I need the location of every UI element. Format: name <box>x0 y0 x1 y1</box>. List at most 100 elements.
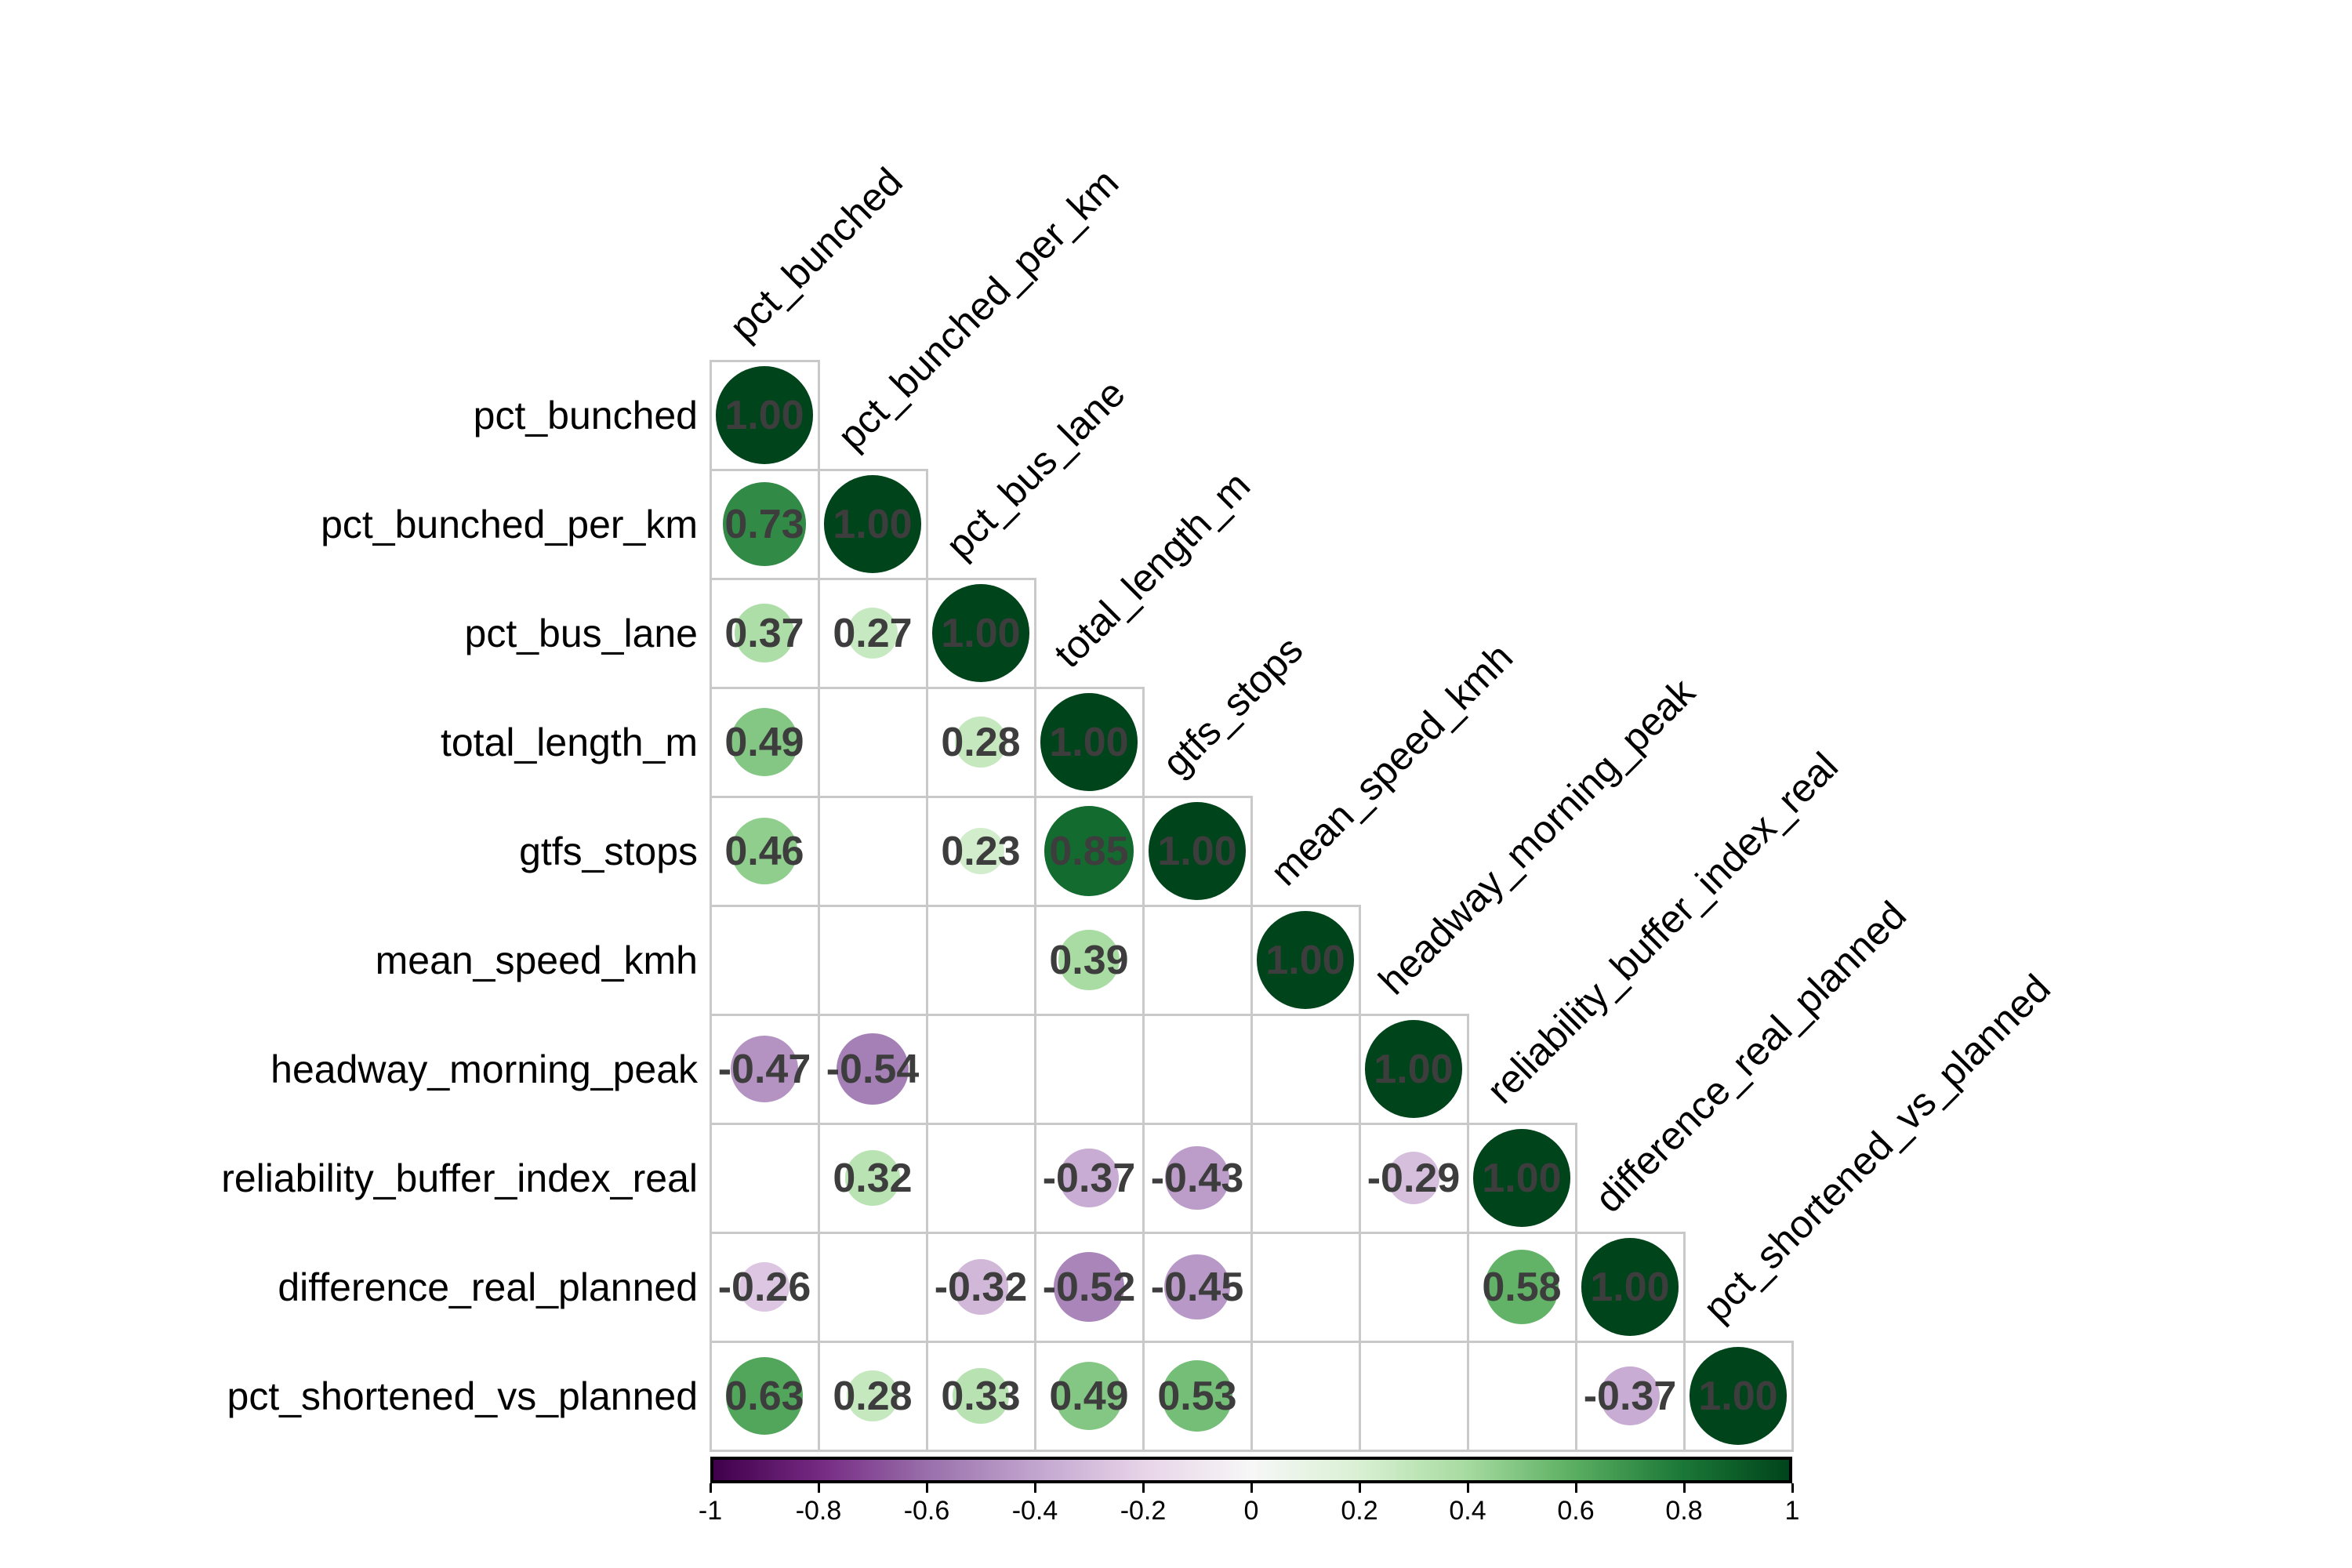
correlation-value: 0.23 <box>941 828 1021 874</box>
correlation-circle <box>1165 1145 1229 1210</box>
column-label: reliability_buffer_index_real <box>1478 743 1847 1112</box>
colorbar-tick-label: 0 <box>1243 1496 1259 1526</box>
correlation-value: 1.00 <box>1049 719 1129 765</box>
correlation-value: 1.00 <box>941 610 1021 656</box>
colorbar-tick <box>1791 1483 1794 1493</box>
matrix-gridline-horizontal <box>709 359 820 362</box>
row-label: difference_real_planned <box>278 1265 698 1309</box>
correlation-value: -0.37 <box>1042 1155 1136 1201</box>
correlation-value: 1.00 <box>1590 1264 1670 1310</box>
correlation-value: 1.00 <box>1374 1046 1454 1092</box>
correlation-value: 1.00 <box>1157 828 1237 874</box>
colorbar-gradient <box>710 1457 1792 1483</box>
row-label: headway_morning_peak <box>270 1047 698 1091</box>
correlation-circle <box>1364 1020 1463 1118</box>
colorbar-tick-label: -0.2 <box>1120 1496 1167 1526</box>
correlation-value: -0.29 <box>1367 1155 1461 1201</box>
correlation-circle <box>847 608 898 659</box>
correlation-circle <box>931 584 1030 682</box>
correlation-value: 0.28 <box>833 1373 913 1419</box>
matrix-gridline-vertical <box>1574 1122 1577 1452</box>
correlation-circle <box>1054 1362 1123 1430</box>
row-label: reliability_buffer_index_real <box>221 1156 698 1200</box>
matrix-gridline-vertical <box>1142 686 1145 1452</box>
colorbar-tick <box>1142 1483 1145 1493</box>
colorbar-tick-label: -0.4 <box>1011 1496 1058 1526</box>
column-label: pct_bunched <box>720 159 911 350</box>
correlation-circle <box>823 475 922 573</box>
colorbar-tick-label: 0.2 <box>1341 1496 1378 1526</box>
matrix-gridline-horizontal <box>709 795 1253 798</box>
matrix-gridline-horizontal <box>709 1013 1469 1016</box>
colorbar-tick <box>1033 1483 1036 1493</box>
correlation-circle <box>1148 802 1247 900</box>
colorbar-tick-label: 0.8 <box>1665 1496 1703 1526</box>
correlation-value: 1.00 <box>724 392 804 438</box>
correlation-circle <box>725 1357 804 1435</box>
correlation-value: -0.26 <box>717 1264 811 1310</box>
row-label: pct_bus_lane <box>464 611 698 655</box>
correlation-circle <box>1484 1250 1559 1324</box>
correlation-circle <box>715 366 814 464</box>
correlation-circle <box>1044 806 1134 896</box>
correlation-circle <box>837 1033 909 1105</box>
correlation-circle <box>739 1261 789 1312</box>
matrix-gridline-vertical <box>817 359 820 1452</box>
correlation-circle <box>1387 1152 1440 1204</box>
matrix-gridline-vertical <box>1791 1340 1794 1452</box>
correlation-value: -0.47 <box>717 1046 811 1092</box>
colorbar-tick <box>925 1483 928 1493</box>
correlation-value: -0.43 <box>1150 1155 1244 1201</box>
correlation-value: 1.00 <box>1698 1373 1778 1419</box>
colorbar-tick-label: -0.6 <box>903 1496 950 1526</box>
correlation-circle <box>1581 1238 1679 1336</box>
correlation-value: 0.27 <box>833 610 913 656</box>
row-label: pct_bunched_per_km <box>321 502 698 546</box>
correlation-value: -0.37 <box>1583 1373 1677 1419</box>
matrix-gridline-vertical <box>1358 904 1361 1452</box>
matrix-gridline-horizontal <box>709 577 1036 580</box>
correlation-circle <box>731 1035 798 1103</box>
matrix-gridline-vertical <box>709 359 712 1452</box>
colorbar-tick-label: 0.6 <box>1557 1496 1595 1526</box>
matrix-gridline-vertical <box>925 468 928 1452</box>
row-label: pct_shortened_vs_planned <box>227 1374 698 1418</box>
colorbar-tick <box>1250 1483 1253 1493</box>
correlation-value: 0.85 <box>1049 828 1129 874</box>
correlation-circle <box>1256 911 1355 1009</box>
correlation-circle <box>731 818 798 884</box>
correlation-circle <box>1472 1129 1571 1227</box>
correlation-circle <box>1689 1347 1788 1445</box>
colorbar-tick <box>1466 1483 1469 1493</box>
correlation-circle <box>722 482 807 566</box>
correlation-circle <box>1164 1254 1230 1320</box>
correlation-circle <box>1040 693 1138 791</box>
correlation-value: 1.00 <box>1265 937 1345 983</box>
matrix-gridline-horizontal <box>709 1231 1686 1234</box>
correlation-value: 1.00 <box>833 501 913 547</box>
matrix-gridline-vertical <box>1033 577 1036 1452</box>
column-label: pct_bus_lane <box>937 371 1134 568</box>
colorbar-tick <box>1358 1483 1361 1493</box>
row-label: total_length_m <box>440 720 698 764</box>
colorbar-tick <box>709 1483 712 1493</box>
correlation-value: 0.63 <box>724 1373 804 1419</box>
row-label: pct_bunched <box>473 393 698 437</box>
correlation-value: 1.00 <box>1482 1155 1562 1201</box>
correlation-circle <box>953 1259 1009 1315</box>
correlation-value: 0.33 <box>941 1373 1021 1419</box>
colorbar-tick <box>1574 1483 1577 1493</box>
correlation-value: 0.28 <box>941 719 1021 765</box>
correlation-circle <box>1600 1366 1660 1426</box>
colorbar-tick-label: -0.8 <box>795 1496 842 1526</box>
row-label: gtfs_stops <box>519 829 698 873</box>
colorbar-tick-label: 0.4 <box>1449 1496 1486 1526</box>
correlation-value: 0.37 <box>724 610 804 656</box>
column-label: mean_speed_kmh <box>1261 634 1522 895</box>
correlation-value: -0.45 <box>1150 1264 1244 1310</box>
correlation-value: -0.32 <box>934 1264 1028 1310</box>
correlation-circle <box>1161 1360 1233 1432</box>
correlation-value: 0.46 <box>724 828 804 874</box>
correlation-circle <box>844 1150 901 1206</box>
colorbar-tick <box>1682 1483 1686 1493</box>
